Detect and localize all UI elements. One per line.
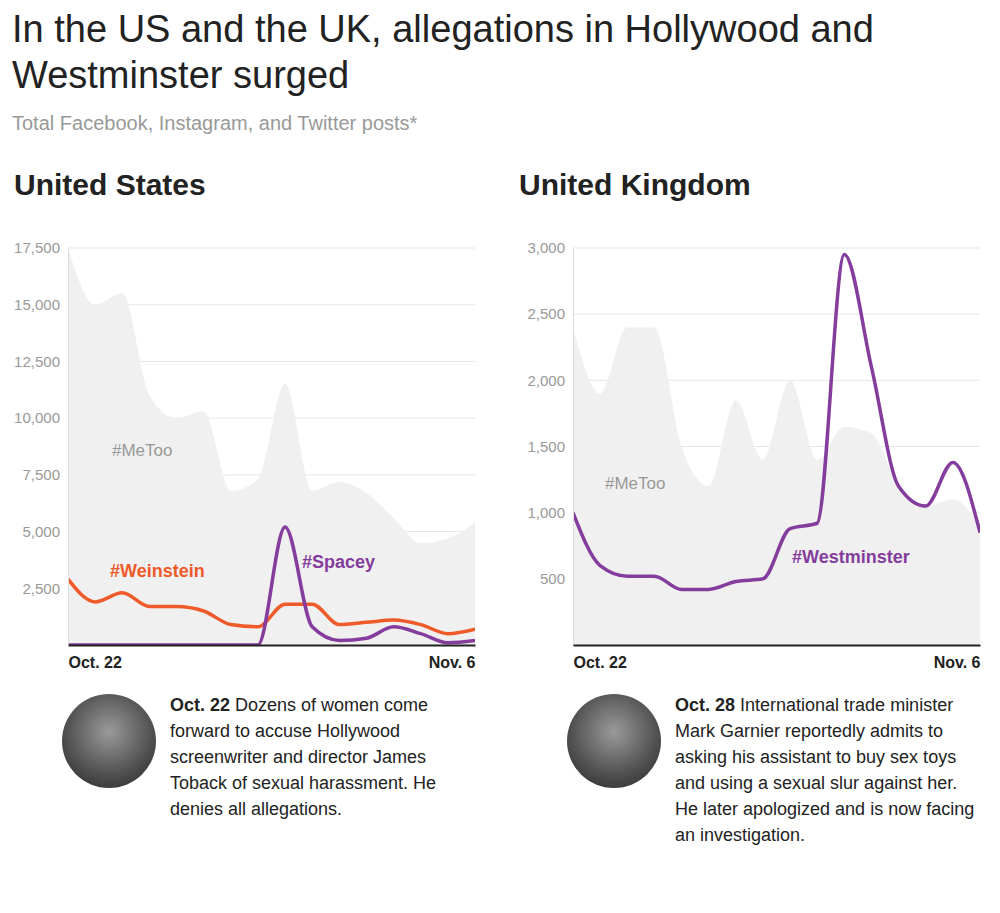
plot: 500 1,000 1,500 2,000 2,500 3,000 Oct. 22 Nov. … <box>527 239 980 671</box>
x-axis-line <box>574 645 981 647</box>
y-tick: 10,000 <box>14 409 68 426</box>
panel-title: United Kingdom <box>519 168 751 202</box>
y-tick-label: 15,000 <box>14 296 60 313</box>
page: In the US and the UK, allegations in Hol… <box>0 0 1000 913</box>
annotation-text: International trade minister Mark Garnie… <box>675 695 974 845</box>
y-tick-label: 10,000 <box>14 409 60 426</box>
line <box>68 527 475 645</box>
y-tick-label: 3,000 <box>527 239 565 256</box>
x-tick-label: Nov. 6 <box>934 654 981 671</box>
x-axis: Oct. 22 Nov. 6 <box>574 645 981 671</box>
y-tick-label: 2,500 <box>527 305 565 322</box>
marks <box>68 248 475 645</box>
y-tick: 1,000 <box>527 504 573 521</box>
y-tick: 15,000 <box>14 296 68 313</box>
subtitle: Total Facebook, Instagram, and Twitter p… <box>12 112 417 135</box>
x-tick: Oct. 22 <box>574 645 627 671</box>
series-label: #MeToo <box>605 474 665 493</box>
chart: 500 1,000 1,500 2,000 2,500 3,000 Oct. 22 Nov. … <box>505 228 995 678</box>
y-tick: 1,500 <box>527 438 573 455</box>
x-axis: Oct. 22 Nov. 6 <box>69 645 476 671</box>
y-tick: 17,500 <box>14 239 68 256</box>
area <box>573 327 980 645</box>
marks <box>573 255 980 645</box>
y-tick-label: 7,500 <box>22 466 60 483</box>
y-tick: 2,000 <box>527 372 573 389</box>
annotation: Oct. 22Dozens of women come forward to a… <box>170 692 480 822</box>
line <box>573 255 980 590</box>
y-tick: 2,500 <box>22 580 68 597</box>
chart: 2,500 5,000 7,500 10,000 12,500 15,000 17,500 O… <box>0 228 490 678</box>
y-axis-line <box>573 249 574 646</box>
x-tick: Nov. 6 <box>429 645 476 671</box>
series-label: #Spacey <box>302 552 375 572</box>
y-tick-label: 2,000 <box>527 372 565 389</box>
photo <box>62 694 156 788</box>
series-label: #Weinstein <box>110 561 205 581</box>
x-tick-label: Oct. 22 <box>69 654 122 671</box>
x-tick: Oct. 22 <box>69 645 122 671</box>
area <box>68 248 475 645</box>
y-tick-label: 1,000 <box>527 504 565 521</box>
annotation: Oct. 28International trade minister Mark… <box>675 692 985 848</box>
title: In the US and the UK, allegations in Hol… <box>12 6 987 98</box>
plot: 2,500 5,000 7,500 10,000 12,500 15,000 17,500 O… <box>14 239 475 671</box>
annotation-date: Oct. 28 <box>675 695 735 715</box>
y-tick-label: 500 <box>540 570 565 587</box>
y-tick-label: 12,500 <box>14 353 60 370</box>
grid-line <box>573 248 980 249</box>
grid-line <box>68 304 475 305</box>
series-label: #Westminster <box>792 547 910 567</box>
x-tick: Nov. 6 <box>934 645 981 671</box>
annotation-date: Oct. 22 <box>170 695 230 715</box>
y-tick: 500 <box>540 570 573 587</box>
y-tick: 7,500 <box>22 466 68 483</box>
y-tick: 3,000 <box>527 239 573 256</box>
y-axis: 500 1,000 1,500 2,000 2,500 3,000 <box>527 239 573 645</box>
series-label: #MeToo <box>112 441 172 460</box>
y-tick-label: 2,500 <box>22 580 60 597</box>
y-tick: 2,500 <box>527 305 573 322</box>
y-tick-label: 1,500 <box>527 438 565 455</box>
grid-line <box>68 248 475 249</box>
x-axis-line <box>69 645 476 647</box>
x-tick-label: Nov. 6 <box>429 654 476 671</box>
y-tick: 12,500 <box>14 353 68 370</box>
y-tick: 5,000 <box>22 523 68 540</box>
y-tick-label: 17,500 <box>14 239 60 256</box>
panel-title: United States <box>14 168 206 202</box>
y-axis-line <box>68 249 69 646</box>
y-axis: 2,500 5,000 7,500 10,000 12,500 15,000 17,500 <box>14 239 68 645</box>
photo <box>567 694 661 788</box>
grid-line <box>573 314 980 315</box>
x-tick-label: Oct. 22 <box>574 654 627 671</box>
y-tick-label: 5,000 <box>22 523 60 540</box>
